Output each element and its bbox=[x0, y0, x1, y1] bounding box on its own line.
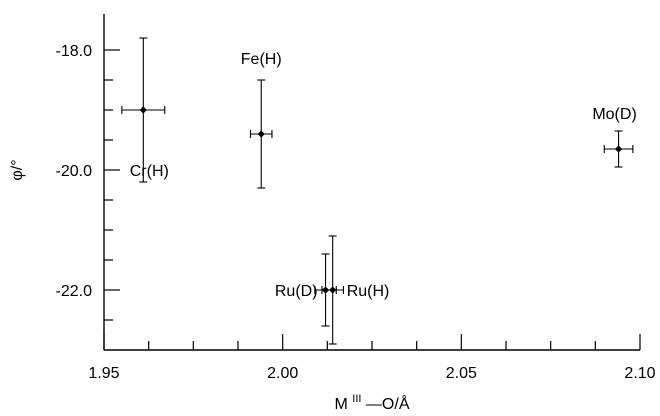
y-axis-ticks: -18.0 -20.0 -22.0 bbox=[56, 43, 120, 321]
data-point-marker bbox=[614, 145, 623, 153]
data-point-marker bbox=[139, 106, 147, 114]
x-tick-label: 2.00 bbox=[267, 365, 298, 382]
y-axis-title: φ/° bbox=[9, 159, 26, 180]
x-axis-title-suffix: —O/Å bbox=[366, 394, 410, 413]
y-tick-label: -20.0 bbox=[56, 163, 93, 180]
data-point-label: Mo(D) bbox=[592, 106, 636, 123]
data-point-group: Mo(D) bbox=[592, 106, 637, 168]
x-axis-ticks: 1.95 2.00 2.05 2.10 bbox=[88, 334, 656, 382]
data-point-group: Fe(H) bbox=[241, 51, 282, 189]
data-point-marker bbox=[329, 286, 337, 294]
x-axis-title-prefix: M bbox=[335, 396, 348, 413]
data-point-group: Ru(H) bbox=[321, 235, 390, 345]
data-point-group: Cr(H) bbox=[121, 37, 169, 183]
x-tick-label: 2.10 bbox=[624, 365, 655, 382]
data-point-label: Cr(H) bbox=[130, 163, 169, 180]
scatter-series: Cr(H) Fe(H) Ru(D) Ru(H) Mo(D) bbox=[121, 37, 637, 345]
x-tick-label: 1.95 bbox=[88, 365, 119, 382]
x-axis-title-superscript: III bbox=[352, 393, 361, 405]
data-point-marker bbox=[257, 130, 265, 138]
x-tick-label: 2.05 bbox=[446, 365, 477, 382]
y-tick-label: -22.0 bbox=[56, 283, 93, 300]
x-axis-title: M III —O/Å bbox=[335, 389, 410, 413]
y-tick-label: -18.0 bbox=[56, 43, 93, 60]
data-point-label: Fe(H) bbox=[241, 51, 282, 68]
data-point-label: Ru(H) bbox=[347, 283, 390, 300]
data-point-label: Ru(D) bbox=[275, 283, 318, 300]
